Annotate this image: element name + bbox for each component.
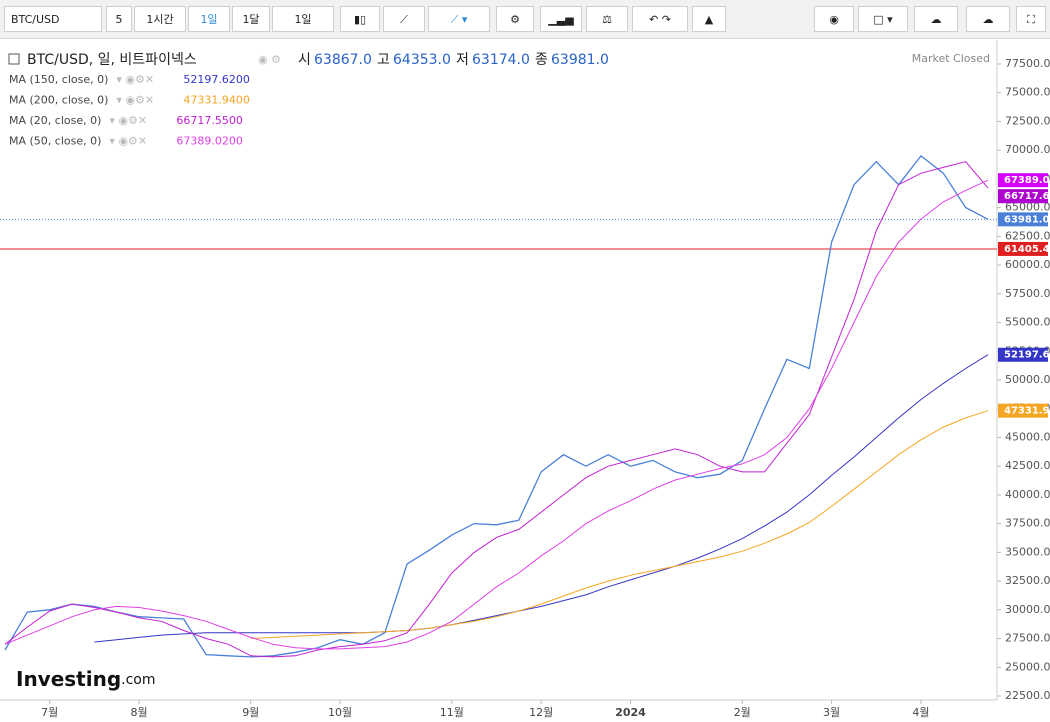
price-badge-label: 67389.0 bbox=[1004, 175, 1050, 186]
x-tick-label: 3월 bbox=[823, 706, 840, 719]
price-badge-label: 66717.6 bbox=[1004, 191, 1050, 202]
y-tick-label: 27500.0 bbox=[1005, 632, 1050, 645]
y-tick-label: 55000.0 bbox=[1005, 316, 1050, 329]
series-line bbox=[4, 179, 989, 650]
toolbar-button[interactable]: 1일 bbox=[188, 6, 230, 32]
y-tick-label: 37500.0 bbox=[1005, 517, 1050, 530]
x-tick-label: 11월 bbox=[440, 706, 464, 719]
legend-name: MA (20, close, 0) bbox=[9, 114, 101, 127]
toolbar-button[interactable]: 1시간 bbox=[134, 6, 186, 32]
y-tick-label: 22500.0 bbox=[1005, 689, 1050, 702]
legend-icons: ▾ ◉⚙✕ bbox=[109, 114, 147, 127]
legend-value: 66717.5500 bbox=[176, 114, 242, 127]
x-tick-label: 7월 bbox=[41, 706, 58, 719]
status: Market Closed bbox=[912, 52, 990, 65]
settings-icon[interactable]: ⚙ bbox=[496, 6, 534, 32]
y-tick-label: 25000.0 bbox=[1005, 660, 1050, 673]
legend-name: MA (50, close, 0) bbox=[9, 135, 101, 148]
y-tick-label: 57500.0 bbox=[1005, 287, 1050, 300]
ohlc-value: 63867.0 bbox=[314, 52, 372, 68]
series-line bbox=[4, 154, 989, 658]
indicator-icon[interactable]: ▁▃▅ bbox=[540, 6, 582, 32]
y-tick-label: 62500.0 bbox=[1005, 229, 1050, 242]
compare-icon[interactable]: ⚖ bbox=[586, 6, 628, 32]
legend-value: 67389.0200 bbox=[176, 135, 242, 148]
price-badge-label: 47331.9 bbox=[1004, 406, 1050, 417]
x-tick-label: 2024 bbox=[615, 706, 646, 719]
toolbar-button[interactable]: 1달 bbox=[232, 6, 270, 32]
cloud-up-icon[interactable]: ☁ bbox=[966, 6, 1010, 32]
legend-icons: ◉ ⚙ bbox=[258, 53, 281, 66]
logo: Investing.com bbox=[16, 667, 156, 691]
chart: Market Closed Investing.com 22500.0 25000… bbox=[0, 40, 1050, 719]
x-tick-label: 12월 bbox=[529, 706, 553, 719]
toolbar-button[interactable]: 1일 bbox=[272, 6, 334, 32]
fullscreen-icon[interactable]: ⛶ bbox=[1016, 6, 1046, 32]
price-badge bbox=[998, 403, 1048, 418]
x-tick-label: 2월 bbox=[734, 706, 751, 719]
y-tick-label: 75000.0 bbox=[1005, 86, 1050, 99]
price-badge bbox=[998, 347, 1048, 362]
ohlc-label: 종 bbox=[535, 52, 548, 68]
y-tick-label: 70000.0 bbox=[1005, 143, 1050, 156]
legend-value: 52197.6200 bbox=[183, 73, 249, 86]
line-icon[interactable]: ⟋ ▾ bbox=[428, 6, 490, 32]
ohlc-value: 64353.0 bbox=[393, 52, 451, 68]
ohlc-value: 63981.0 bbox=[551, 52, 609, 68]
symbol-input[interactable]: BTC/USD bbox=[4, 6, 102, 32]
y-tick-label: 72500.0 bbox=[1005, 114, 1050, 127]
ohlc-label: 저 bbox=[456, 52, 469, 68]
y-tick-label: 42500.0 bbox=[1005, 459, 1050, 472]
price-badge-label: 61405.4 bbox=[1004, 244, 1050, 255]
ohlc-label: 고 bbox=[377, 52, 390, 68]
candle-icon[interactable]: ▮▯ bbox=[340, 6, 380, 32]
y-tick-label: 32500.0 bbox=[1005, 574, 1050, 587]
y-tick-label: 35000.0 bbox=[1005, 545, 1050, 558]
x-tick-label: 9월 bbox=[242, 706, 259, 719]
price-badge bbox=[998, 173, 1048, 188]
series-line bbox=[250, 410, 989, 639]
toolbar: BTC/USD ▮▯ ⟋ ⟋ ▾ ⚙ ▁▃▅ ⚖ ↶ ↷ ▲ ◉ □ ▾ ☁ ☁… bbox=[0, 0, 1050, 39]
area-icon[interactable]: ⟋ bbox=[383, 6, 425, 32]
series-line bbox=[94, 354, 989, 643]
alert-icon[interactable]: ▲ bbox=[692, 6, 726, 32]
x-tick-label: 8월 bbox=[130, 706, 147, 719]
y-tick-label: 77500.0 bbox=[1005, 57, 1050, 70]
legend-icons: ▾ ◉⚙✕ bbox=[116, 94, 154, 107]
chart-title: BTC/USD, 일, 비트파이넥스 bbox=[27, 52, 197, 68]
logo-main: Investing bbox=[16, 667, 121, 691]
logo-suffix: .com bbox=[121, 672, 155, 688]
legend-value: 47331.9400 bbox=[183, 94, 249, 107]
y-tick-label: 40000.0 bbox=[1005, 488, 1050, 501]
x-tick-label: 4월 bbox=[912, 706, 929, 719]
series-line bbox=[4, 161, 989, 658]
ohlc-value: 63174.0 bbox=[472, 52, 530, 68]
undo-redo[interactable]: ↶ ↷ bbox=[632, 6, 688, 32]
collapse-icon bbox=[8, 53, 20, 65]
y-tick-label: 30000.0 bbox=[1005, 603, 1050, 616]
legend-name: MA (200, close, 0) bbox=[9, 94, 108, 107]
price-badge bbox=[998, 212, 1048, 227]
price-badge bbox=[998, 189, 1048, 204]
y-tick-label: 65000.0 bbox=[1005, 201, 1050, 214]
price-badge bbox=[998, 241, 1048, 256]
x-tick-label: 10월 bbox=[328, 706, 352, 719]
ohlc-label: 시 bbox=[298, 52, 311, 68]
legend-icons: ▾ ◉⚙✕ bbox=[109, 135, 147, 148]
y-tick-label: 50000.0 bbox=[1005, 373, 1050, 386]
y-tick-label: 45000.0 bbox=[1005, 430, 1050, 443]
color-icon[interactable]: □ ▾ bbox=[858, 6, 908, 32]
y-tick-label: 60000.0 bbox=[1005, 258, 1050, 271]
cloud-down-icon[interactable]: ☁ bbox=[914, 6, 958, 32]
legend-name: MA (150, close, 0) bbox=[9, 73, 108, 86]
price-badge-label: 52197.6 bbox=[1004, 350, 1050, 361]
toolbar-button[interactable]: 5 bbox=[106, 6, 132, 32]
price-badge-label: 63981.0 bbox=[1004, 214, 1050, 225]
camera-icon[interactable]: ◉ bbox=[814, 6, 854, 32]
legend-icons: ▾ ◉⚙✕ bbox=[116, 73, 154, 86]
